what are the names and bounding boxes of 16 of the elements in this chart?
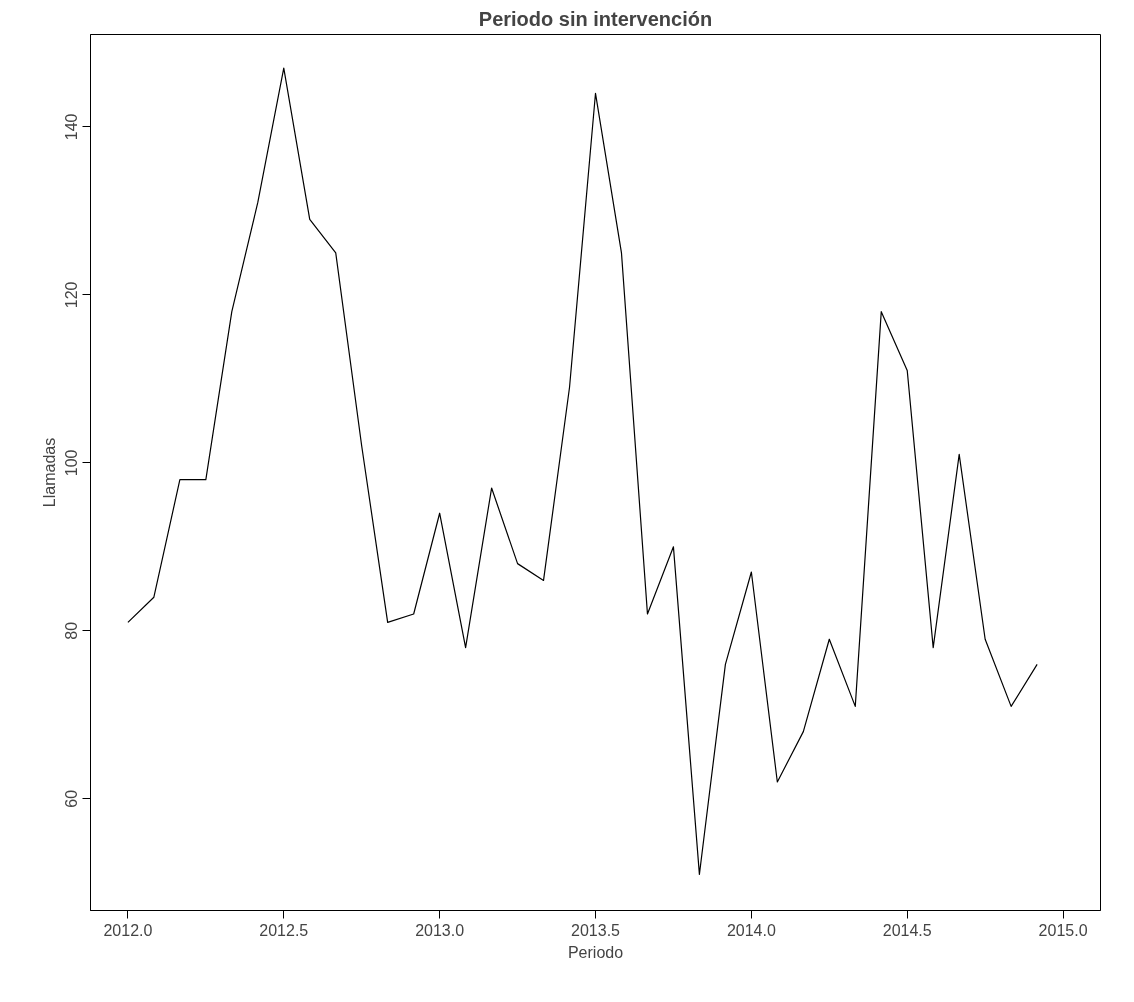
x-tick-label: 2012.0 xyxy=(103,921,153,939)
x-tick-label: 2014.0 xyxy=(726,921,776,939)
y-axis-title: Llamadas xyxy=(40,437,58,508)
x-tick-label: 2012.5 xyxy=(259,921,309,939)
chart-title: Periodo sin intervención xyxy=(478,7,713,30)
x-tick-label: 2013.0 xyxy=(415,921,465,939)
x-axis-title: Periodo xyxy=(567,943,624,961)
x-tick-label: 2014.5 xyxy=(882,921,932,939)
y-tick-label: 100 xyxy=(63,449,81,477)
y-tick-label: 140 xyxy=(63,113,81,141)
y-tick-label: 80 xyxy=(63,621,81,640)
y-tick-label: 120 xyxy=(63,281,81,309)
x-tick-label: 2013.5 xyxy=(571,921,621,939)
x-tick-label: 2015.0 xyxy=(1038,921,1088,939)
y-tick-label: 60 xyxy=(63,789,81,808)
line-series xyxy=(127,67,1038,875)
